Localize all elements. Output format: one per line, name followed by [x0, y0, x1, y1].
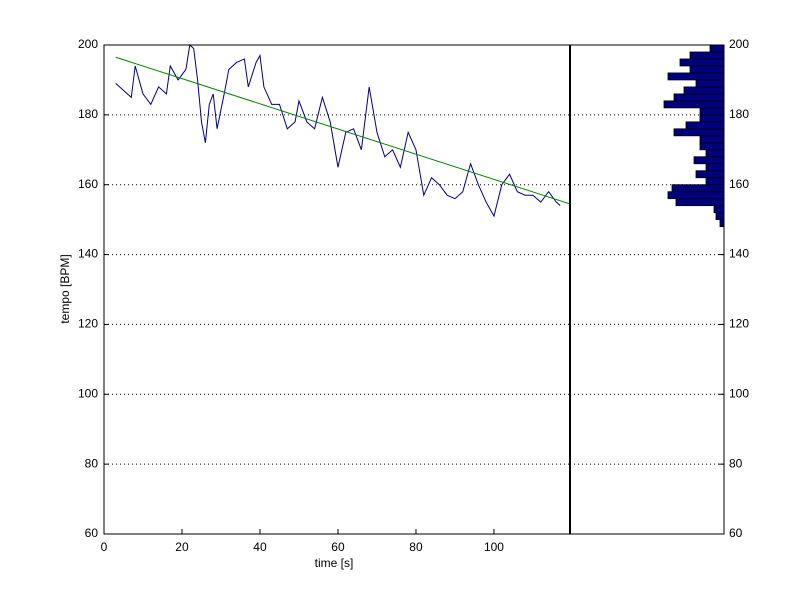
histogram-bar [715, 212, 725, 221]
x-tick-label: 80 [409, 540, 423, 554]
y-tick-label: 100 [78, 386, 98, 400]
histogram-bar [683, 86, 725, 95]
y-tick-label: 200 [78, 37, 98, 51]
histogram-bar [673, 93, 725, 102]
x-tick-label: 40 [253, 540, 267, 554]
y-axis-label: tempo [BPM] [58, 254, 72, 323]
y-tick-label: 200 [729, 37, 749, 51]
data-line [115, 44, 561, 218]
histogram-bar [671, 184, 725, 193]
histogram-bar [673, 128, 725, 137]
y-tick-label: 180 [729, 107, 749, 121]
histogram-bar [699, 107, 725, 116]
histogram-bar [705, 163, 725, 172]
y-tick-label: 100 [729, 386, 749, 400]
y-tick-label: 60 [85, 526, 99, 540]
histogram-bar [699, 114, 725, 123]
x-tick-label: 20 [175, 540, 189, 554]
y-tick-label: 120 [78, 317, 98, 331]
histogram-bar [663, 100, 725, 109]
histogram-bar [695, 170, 725, 179]
y-tick-label: 140 [78, 247, 98, 261]
histogram-bar [705, 177, 725, 186]
x-tick-label: 100 [484, 540, 504, 554]
histogram-bar [705, 149, 725, 158]
x-tick-label: 60 [331, 540, 345, 554]
y-tick-label: 80 [85, 456, 99, 470]
histogram-bar [699, 135, 725, 144]
histogram-bar [667, 72, 725, 81]
y-tick-label: 160 [78, 177, 98, 191]
data-line [115, 56, 571, 205]
histogram-bar [685, 121, 725, 130]
histogram-bar [689, 51, 725, 60]
histogram-bar [709, 44, 725, 53]
histogram-bar [679, 58, 725, 67]
y-tick-label: 80 [729, 456, 743, 470]
histogram-bar [689, 65, 725, 74]
histogram-bar [695, 79, 725, 88]
y-tick-label: 60 [729, 526, 743, 540]
y-tick-label: 120 [729, 317, 749, 331]
y-tick-label: 140 [729, 247, 749, 261]
histogram-bar [675, 198, 725, 207]
histogram-bar [713, 205, 725, 214]
y-tick-label: 160 [729, 177, 749, 191]
histogram-bar [693, 156, 725, 165]
x-tick-label: 0 [101, 540, 108, 554]
y-tick-label: 180 [78, 107, 98, 121]
histogram-bar [719, 219, 725, 228]
histogram-bar [699, 142, 725, 151]
histogram-bar [667, 191, 725, 200]
x-axis-label: time [s] [315, 556, 354, 570]
